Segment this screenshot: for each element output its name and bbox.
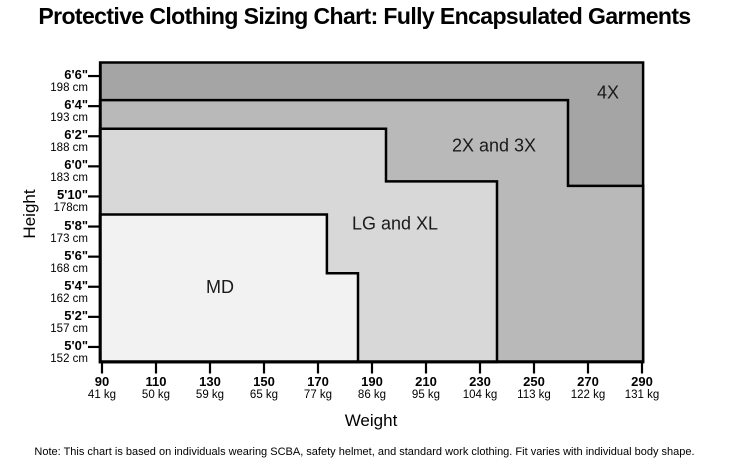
x-tick-primary: 110 (145, 374, 167, 389)
y-tick-primary: 5'8" (64, 217, 88, 233)
x-tick-secondary: 95 kg (411, 389, 441, 401)
x-tick-secondary: 59 kg (195, 389, 225, 401)
y-tick-label-76in: 6'4" 193 cm (8, 98, 88, 125)
y-tick-secondary: 183 cm (50, 172, 88, 185)
x-tick-secondary: 122 kg (570, 389, 606, 401)
x-tick-secondary: 41 kg (87, 389, 117, 401)
y-tick-primary: 5'2" (64, 307, 88, 323)
x-tick-secondary: 86 kg (357, 389, 387, 401)
region-label-lg-and-xl: LG and XL (352, 214, 438, 234)
x-tick-primary: 170 (307, 374, 329, 389)
y-tick-primary: 6'6" (64, 67, 88, 83)
page-title: Protective Clothing Sizing Chart: Fully … (38, 3, 691, 29)
y-tick-primary: 5'6" (64, 247, 88, 263)
y-tick-primary: 6'0" (64, 157, 88, 173)
x-tick-secondary: 65 kg (249, 389, 279, 401)
y-tick-label-68in: 5'8" 173 cm (8, 217, 88, 246)
y-tick-label-64in: 5'4" 162 cm (8, 277, 88, 306)
y-tick-secondary: 188 cm (50, 142, 88, 155)
x-tick-label-170lb: 170 77 kg (288, 375, 348, 402)
y-tick-label-74in: 6'2" 188 cm (8, 128, 88, 155)
x-tick-primary: 150 (253, 374, 275, 389)
x-tick-label-150lb: 150 65 kg (234, 375, 294, 402)
x-tick-primary: 190 (361, 374, 383, 389)
x-tick-primary: 130 (199, 374, 221, 389)
x-tick-primary: 250 (523, 374, 545, 389)
y-tick-secondary: 198 cm (50, 82, 88, 95)
y-tick-secondary: 162 cm (50, 292, 88, 305)
x-tick-secondary: 131 kg (624, 389, 660, 401)
x-tick-primary: 290 (631, 374, 653, 389)
x-tick-secondary: 77 kg (303, 389, 333, 401)
y-tick-secondary: 193 cm (50, 112, 88, 125)
y-tick-primary: 5'10" (57, 187, 88, 203)
x-axis-title: Weight (344, 411, 398, 430)
y-tick-label-60in: 5'0" 152 cm (8, 337, 88, 366)
x-tick-label-270lb: 270 122 kg (558, 375, 618, 402)
x-tick-primary: 230 (469, 374, 491, 389)
x-tick-label-250lb: 250 113 kg (504, 375, 564, 402)
x-tick-label-290lb: 290 131 kg (612, 375, 672, 402)
y-tick-primary: 6'4" (64, 97, 88, 113)
y-tick-secondary: 168 cm (50, 262, 88, 275)
y-tick-label-66in: 5'6" 168 cm (8, 247, 88, 276)
x-tick-label-190lb: 190 86 kg (342, 375, 402, 402)
y-tick-secondary: 173 cm (50, 232, 88, 245)
y-tick-label-62in: 5'2" 157 cm (8, 307, 88, 336)
x-tick-primary: 270 (577, 374, 599, 389)
x-tick-label-210lb: 210 95 kg (396, 375, 456, 402)
region-label-md: MD (206, 277, 234, 297)
x-tick-label-230lb: 230 104 kg (450, 375, 510, 402)
x-tick-secondary: 113 kg (517, 389, 551, 401)
y-tick-secondary: 152 cm (50, 352, 88, 365)
x-tick-primary: 210 (415, 374, 437, 389)
y-tick-label-78in: 6'6" 198 cm (8, 68, 88, 95)
x-tick-secondary: 104 kg (462, 389, 498, 401)
x-tick-secondary: 50 kg (141, 389, 171, 401)
x-tick-label-90lb: 90 41 kg (72, 375, 132, 402)
x-tick-label-130lb: 130 59 kg (180, 375, 240, 402)
y-tick-secondary: 178cm (53, 202, 88, 215)
y-tick-label-70in: 5'10" 178cm (8, 188, 88, 215)
y-tick-primary: 5'0" (64, 337, 88, 353)
y-tick-primary: 5'4" (64, 277, 88, 293)
x-tick-primary: 90 (94, 374, 110, 389)
region-label-4x: 4X (597, 83, 619, 103)
region-label-2x-and-3x: 2X and 3X (452, 135, 536, 155)
footnote: Note: This chart is based on individuals… (34, 446, 695, 458)
y-tick-secondary: 157 cm (50, 322, 88, 335)
y-tick-primary: 6'2" (64, 127, 88, 143)
y-tick-label-72in: 6'0" 183 cm (8, 158, 88, 185)
x-tick-label-110lb: 110 50 kg (126, 375, 186, 402)
